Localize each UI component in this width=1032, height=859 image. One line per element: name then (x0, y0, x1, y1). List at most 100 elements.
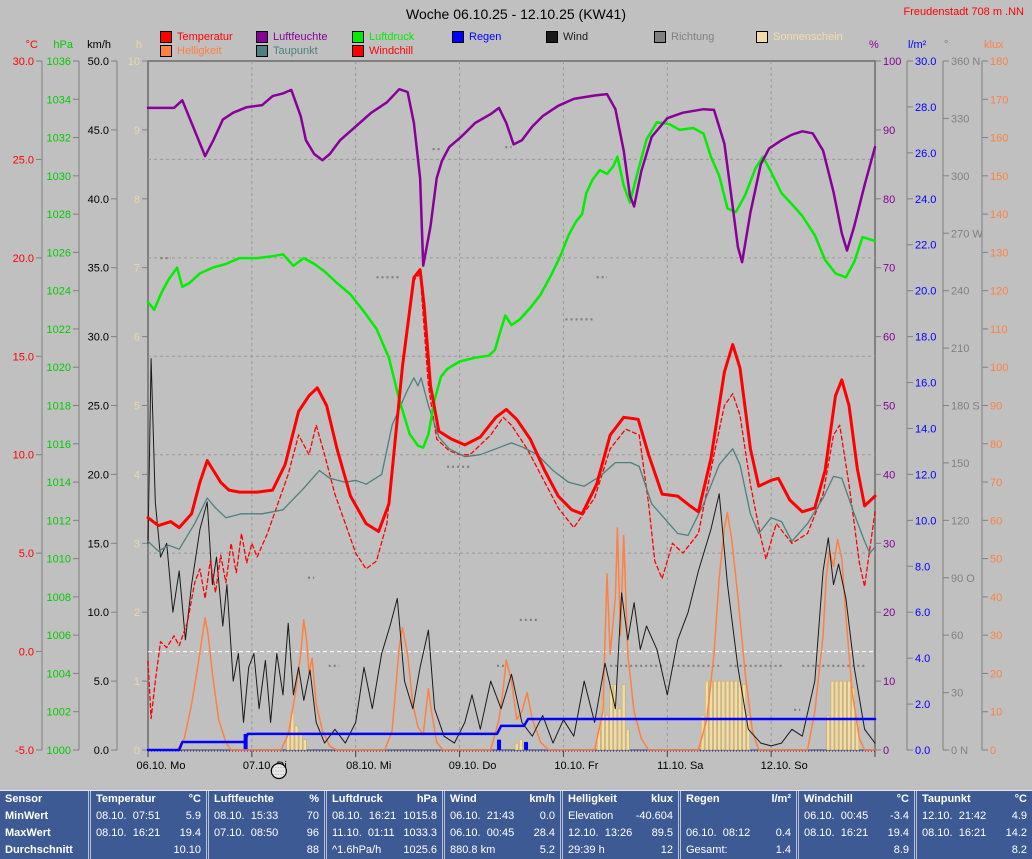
tick-label-rain: 14.0 (915, 423, 936, 435)
table-cell-luftfeuchte-row3: 88 (209, 842, 324, 859)
series-sonnenschein-bar-5 (514, 742, 519, 751)
tick-label-hpa: 1004 (47, 668, 71, 680)
tick-label-klux: 180 (990, 56, 1008, 68)
tick-label-rain: 30.0 (915, 56, 936, 68)
table-cell-time: 08.10. 16:21 (96, 827, 161, 839)
tick-label-hpa: 1018 (47, 401, 71, 413)
tick-label-dir: 210 (951, 343, 969, 355)
legend-item-richtung: Richtung (654, 31, 714, 43)
table-cell-value: 28.4 (533, 827, 555, 839)
tick-label-hum: 100 (883, 56, 901, 68)
table-cell-luftfeuchte-row1: 08.10. 15:33 70 (209, 808, 324, 825)
axis-unit-wind: km/h (87, 39, 111, 51)
table-cell-value: 96 (306, 827, 319, 839)
legend-label-windchill: Windchill (369, 45, 414, 57)
station-label: Freudenstadt 708 m .NN (903, 6, 1024, 18)
table-cell-regen-row3: Gesamt: 1.4 (681, 842, 796, 859)
legend-item-regen: Regen (452, 31, 501, 43)
table-header-luftfeuchte: Luftfeuchte% (209, 791, 324, 808)
legend-label-wind: Wind (563, 31, 589, 43)
table-cell-regen-row2: 06.10. 08:12 0.4 (681, 825, 796, 842)
table-cell-time: 06.10. 21:43 (450, 810, 515, 822)
table-cell-value: 8.9 (893, 844, 909, 856)
series-temperatur-line (146, 268, 877, 533)
tick-label-klux: 140 (990, 209, 1008, 221)
legend-item-taupunkt: Taupunkt (256, 45, 318, 57)
table-cell-value: 10.10 (173, 844, 201, 856)
legend-item-luftfeuchte: Luftfeuchte (256, 31, 327, 43)
table-cell-helligkeit-row1: Elevation -40.604 (563, 808, 678, 825)
table-row-label-text: MinWert (5, 810, 49, 822)
tick-label-sun: 10 (128, 56, 140, 68)
x-day-label-0: 06.10. Mo (137, 760, 186, 772)
tick-label-hum: 70 (883, 263, 895, 275)
legend-item-luftdruck: Luftdruck (352, 31, 414, 43)
table-cell-time: 08.10. 16:21 (332, 810, 397, 822)
table-cell-value: 1025.6 (403, 844, 437, 856)
table-cell-value: -40.604 (635, 810, 673, 822)
tick-label-hum: 40 (883, 469, 895, 481)
series-wind-line (147, 358, 876, 747)
tick-label-klux: 160 (990, 133, 1008, 145)
tick-label-hpa: 1030 (47, 171, 71, 183)
tick-label-hpa: 1000 (47, 745, 71, 757)
table-col-temperatur: Temperatur °C 08.10. 07:51 5.9 08.10. 16:21 1… (88, 791, 206, 859)
tick-label-rain: 6.0 (915, 607, 930, 619)
tick-label-hpa: 1032 (47, 133, 71, 145)
tick-label-klux: 80 (990, 439, 1002, 451)
tick-label-dir: 180 S (951, 401, 980, 413)
tick-label-hpa: 1008 (47, 592, 71, 604)
tick-label-hpa: 1012 (47, 515, 71, 527)
table-cell-time: 08.10. 15:33 (214, 810, 279, 822)
tick-label-temp: 25.0 (13, 154, 34, 166)
tick-label-wind: 10.0 (88, 607, 109, 619)
series-taupunkt-line (147, 377, 876, 554)
x-day-label-4: 10.10. Fr (554, 760, 598, 772)
tick-label-hpa: 1028 (47, 209, 71, 221)
series-sonnenschein-bar-22 (725, 680, 730, 751)
table-cell-wind-row1: 06.10. 21:43 0.0 (445, 808, 560, 825)
tick-label-temp: 20.0 (13, 253, 34, 265)
table-cell-time: 08.10. 07:51 (96, 810, 161, 822)
legend-label-richtung: Richtung (671, 31, 715, 43)
tick-label-hpa: 1022 (47, 324, 71, 336)
tick-label-klux: 110 (990, 324, 1008, 336)
tick-label-wind: 40.0 (88, 194, 109, 206)
table-header-unit: l/m² (771, 793, 791, 805)
table-header-unit: km/h (529, 793, 555, 805)
tick-label-hpa: 1024 (47, 286, 71, 298)
table-header-name: Windchill (804, 793, 853, 805)
series-luftfeuchte-line (146, 87, 877, 267)
axis-unit-temp: °C (26, 39, 38, 51)
table-cell-time: 08.10. 16:21 (922, 827, 987, 839)
tick-label-klux: 150 (990, 171, 1008, 183)
table-header-unit: % (309, 793, 319, 805)
tick-label-wind: 0.0 (94, 745, 109, 757)
legend-label-regen: Regen (469, 31, 502, 43)
table-cell-time: 06.10. 00:45 (804, 810, 869, 822)
tick-label-hum: 30 (883, 538, 895, 550)
tick-label-klux: 90 (990, 401, 1002, 413)
axis-unit-sun: h (136, 39, 142, 51)
table-col-sensor: Sensor MinWert MaxWert Durchschnitt (0, 791, 88, 859)
series-sonnenschein-bar-28 (826, 715, 831, 751)
table-col-windchill: Windchill °C 06.10. 00:45 -3.4 08.10. 16:21 1… (796, 791, 914, 859)
tick-label-wind: 25.0 (88, 401, 109, 413)
tick-label-wind: 50.0 (88, 56, 109, 68)
tick-label-hum: 10 (883, 676, 895, 688)
tick-label-klux: 70 (990, 477, 1002, 489)
legend-item-helligkeit: Helligkeit (160, 45, 222, 57)
table-cell-regen-row1 (681, 808, 796, 825)
table-cell-windchill-row1: 06.10. 00:45 -3.4 (799, 808, 914, 825)
tick-label-wind: 15.0 (88, 538, 109, 550)
axis-unit-dir: ° (944, 39, 948, 51)
table-cell-value: 89.5 (651, 827, 673, 839)
table-col-luftfeuchte: Luftfeuchte% 08.10. 15:33 70 07.10. 08:50 96… (206, 791, 324, 859)
table-cell-time: ^1.6hPa/h (332, 844, 382, 856)
legend-swatch-luftdruck (352, 31, 364, 43)
tick-label-klux: 20 (990, 668, 1002, 680)
table-cell-value: 12 (660, 844, 673, 856)
series-sonnenschein-bar-4 (303, 739, 307, 751)
tick-label-temp: 0.0 (19, 647, 34, 659)
tick-label-rain: 26.0 (915, 148, 936, 160)
